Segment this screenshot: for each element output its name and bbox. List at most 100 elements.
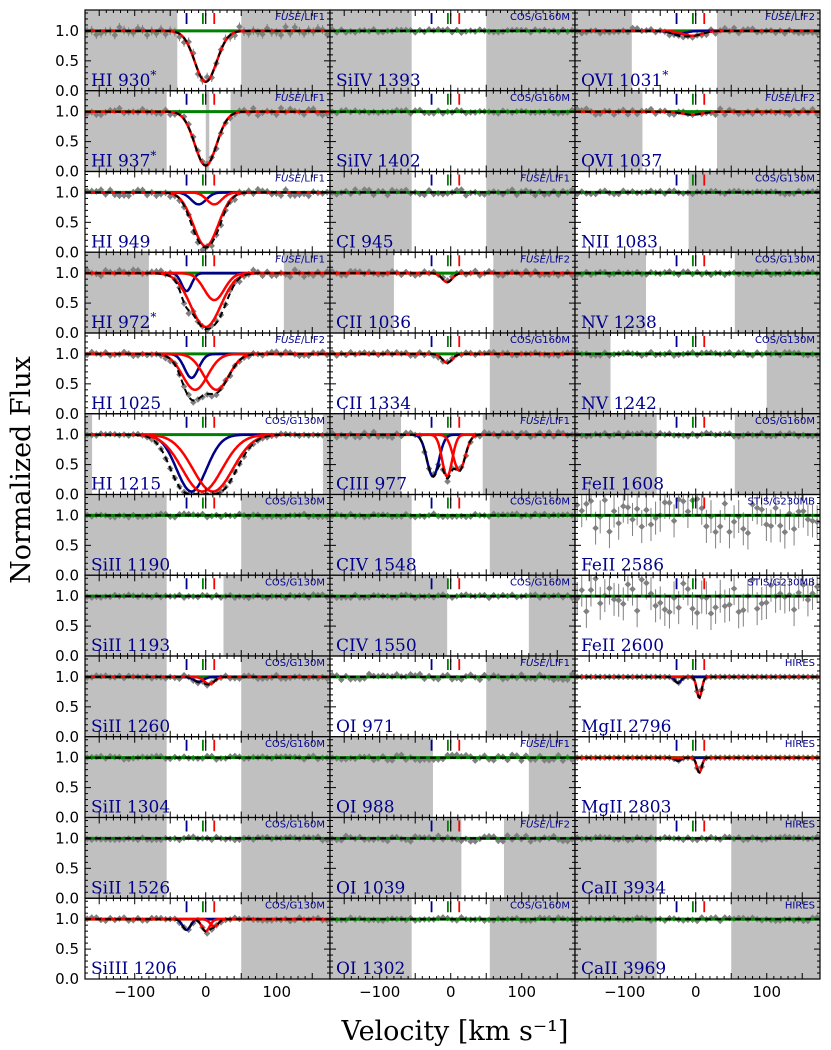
- panel-plot-area: [330, 171, 575, 253]
- masked-region: [283, 252, 330, 333]
- panel-hi-930: 0.0 0.5 1.0 HI 930* FUSE/LIF1: [55, 9, 331, 100]
- panel-siiv-1402: SiIV 1402 COS/G160M: [329, 90, 576, 173]
- ion-label-asterisk: *: [150, 310, 156, 324]
- panel-oi-1039: OI 1039 FUSE/LIF2: [329, 816, 576, 899]
- instrument-name: FUSE: [520, 658, 546, 669]
- masked-region: [486, 90, 575, 172]
- masked-region: [85, 575, 167, 656]
- y-tick-label: 0.0: [55, 566, 79, 584]
- instrument-label: COS/G160M: [510, 577, 570, 588]
- data-point: [254, 111, 262, 119]
- ion-label: OI 1039: [336, 878, 405, 898]
- instrument-channel: /LIF2: [301, 335, 325, 346]
- instrument-channel: /LIF1: [546, 416, 570, 427]
- y-tick-label: 0.0: [55, 243, 79, 261]
- x-tick-label: 0: [201, 983, 211, 1001]
- total-model: [85, 675, 330, 686]
- masked-region: [486, 171, 575, 253]
- panel-plot-area: [85, 348, 330, 406]
- instrument-name: FUSE: [275, 174, 301, 185]
- y-tick-label: 0.5: [55, 294, 79, 312]
- masked-region: [330, 90, 412, 172]
- y-tick-label: 0.5: [55, 456, 79, 474]
- instrument-channel: /LIF1: [301, 12, 325, 23]
- ion-label: HI 949: [91, 232, 150, 252]
- data-point: [162, 31, 169, 38]
- panel-plot-area: [330, 90, 575, 172]
- ion-label: SiIII 1206: [91, 959, 177, 979]
- ion-label: HI 1215: [91, 475, 161, 495]
- data-point: [116, 105, 123, 112]
- masked-region: [85, 736, 167, 818]
- total-model: [85, 918, 330, 933]
- masked-region: [205, 90, 210, 172]
- ion-label-asterisk: *: [150, 149, 156, 163]
- masked-region: [85, 494, 167, 576]
- y-tick-label: 0.0: [55, 486, 79, 504]
- instrument-name: FUSE: [275, 12, 301, 23]
- y-tick-label: 1.0: [55, 587, 79, 605]
- y-tick-label: 1.0: [55, 22, 79, 40]
- data-point: [277, 104, 285, 112]
- instrument-name: FUSE: [520, 174, 546, 185]
- total-model: [85, 29, 330, 83]
- y-tick-label: 1.0: [55, 103, 79, 121]
- masked-region: [223, 575, 330, 656]
- instrument-label: FUSE/LIF1: [275, 93, 325, 104]
- instrument-label: COS/G160M: [265, 820, 325, 831]
- panel-siii-1190: 0.0 0.5 1.0 SiII 1190 COS/G130M: [55, 493, 331, 584]
- instrument-label: FUSE/LIF1: [520, 739, 570, 750]
- instrument-label: FUSE/LIF1: [520, 658, 570, 669]
- instrument-label: COS/G130M: [265, 658, 325, 669]
- panel-plot-area: [85, 494, 330, 576]
- masked-region: [85, 656, 167, 737]
- panel-plot-area: [85, 656, 330, 737]
- total-model: [330, 352, 575, 364]
- panel-siii-1193: 0.0 0.5 1.0 SiII 1193 COS/G130M: [55, 574, 331, 665]
- ion-label: SiII 1260: [91, 717, 170, 737]
- instrument-label: FUSE/LIF1: [520, 174, 570, 185]
- data-point: [199, 491, 206, 495]
- panel-cii-1334: CII 1334 COS/G160M: [329, 332, 576, 415]
- data-point: [250, 105, 257, 112]
- data-point: [291, 266, 299, 274]
- masked-region: [330, 736, 433, 818]
- y-tick-label: 1.0: [55, 668, 79, 686]
- panel-plot-area: [330, 494, 575, 576]
- y-tick-label: 0.5: [55, 779, 79, 797]
- y-tick-label: 0.5: [55, 213, 79, 231]
- ion-label: SiII 1190: [91, 555, 170, 575]
- ion-label: CIV 1550: [336, 636, 417, 656]
- data-point: [444, 478, 451, 485]
- panel-grid: 0.0 0.5 1.0 HI 930* FUSE/LIF1 0.0 0.5 1.0 HI 937…: [55, 9, 821, 1001]
- masked-region: [241, 736, 330, 818]
- x-tick-label: −100: [114, 983, 155, 1001]
- masked-region: [482, 413, 575, 495]
- y-tick-label: 0.0: [55, 970, 79, 988]
- data-point: [250, 266, 257, 274]
- panel-plot-area: [330, 656, 575, 737]
- panel-siiv-1393: SiIV 1393 COS/G160M: [329, 9, 576, 92]
- data-point: [305, 192, 312, 200]
- instrument-name: FUSE: [275, 335, 301, 346]
- y-tick-label: 1.0: [55, 749, 79, 767]
- panel-ciii-977: CIII 977 FUSE/LIF1: [329, 413, 576, 496]
- y-tick-label: 0.0: [55, 647, 79, 665]
- ion-label: HI 937*: [91, 149, 156, 172]
- instrument-label: FUSE/LIF2: [520, 254, 570, 265]
- data-point: [130, 266, 137, 274]
- masked-region: [85, 413, 93, 495]
- instrument-label: FUSE/LIF1: [275, 12, 325, 23]
- data-point: [300, 273, 308, 280]
- panel-plot-area: [85, 736, 330, 818]
- instrument-label: FUSE/LIF1: [275, 174, 325, 185]
- y-tick-label: 1.0: [55, 506, 79, 524]
- data-point: [199, 393, 206, 401]
- panel-plot-area: [85, 10, 330, 91]
- masked-region: [241, 898, 330, 979]
- masked-region: [503, 817, 575, 899]
- y-tick-label: 0.0: [55, 163, 79, 181]
- instrument-channel: /LIF2: [546, 254, 570, 265]
- y-tick-label: 0.0: [55, 324, 79, 342]
- y-tick-label: 1.0: [55, 264, 79, 282]
